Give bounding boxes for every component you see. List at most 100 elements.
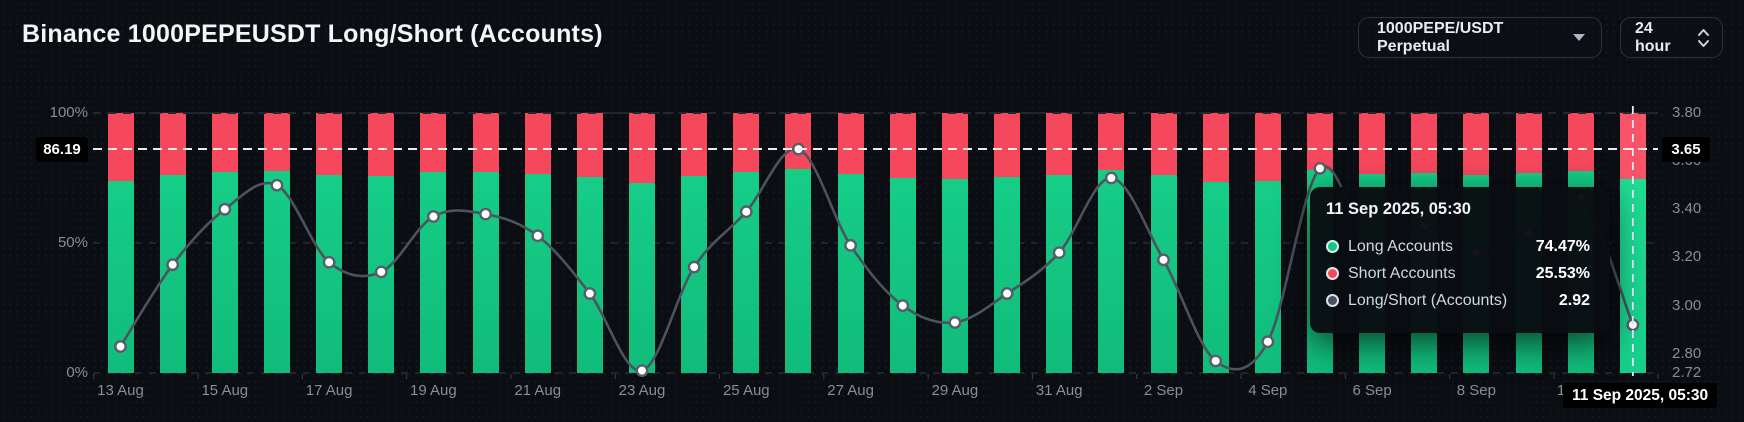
long-accounts-bar-segment[interactable]	[524, 173, 551, 373]
long-accounts-bar-segment[interactable]	[994, 177, 1021, 373]
short-accounts-bar-segment[interactable]	[159, 113, 186, 176]
chevron-down-icon	[1573, 34, 1585, 41]
tooltip-long-label: Long Accounts	[1348, 237, 1453, 255]
crosshair-date-label: 11 Sep 2025, 05:30	[1563, 383, 1718, 408]
long-accounts-bar-segment[interactable]	[837, 174, 864, 373]
short-accounts-bar-segment[interactable]	[1254, 113, 1281, 181]
short-accounts-bar-segment[interactable]	[733, 113, 760, 173]
short-accounts-bar-segment[interactable]	[941, 113, 968, 180]
short-accounts-bar-segment[interactable]	[1463, 113, 1490, 175]
y-axis-right-tick: 3.00	[1672, 296, 1702, 314]
long-accounts-bar-segment[interactable]	[941, 179, 968, 373]
long-accounts-bar-segment[interactable]	[159, 175, 186, 373]
ratio-line-marker	[1261, 335, 1275, 349]
short-accounts-bar-segment[interactable]	[785, 113, 812, 169]
long-accounts-bar-segment[interactable]	[629, 182, 655, 373]
short-accounts-bar-segment[interactable]	[420, 113, 447, 173]
x-axis-tick: 4 Sep	[1248, 382, 1288, 399]
short-accounts-bar-segment[interactable]	[1202, 113, 1229, 182]
ratio-line-marker	[948, 316, 962, 329]
symbol-select[interactable]: 1000PEPE/USDT Perpetual	[1358, 17, 1602, 58]
short-accounts-bar-segment[interactable]	[681, 113, 708, 176]
ratio-dot-icon	[1326, 294, 1339, 307]
short-accounts-bar-segment[interactable]	[1098, 113, 1125, 171]
short-accounts-bar-segment[interactable]	[107, 113, 134, 181]
tooltip-short-label: Short Accounts	[1348, 264, 1456, 282]
tooltip-row-short: Short Accounts 25.53%	[1326, 260, 1590, 287]
ratio-line-marker	[1209, 354, 1223, 368]
short-accounts-bar-segment[interactable]	[263, 113, 290, 171]
long-accounts-bar-segment[interactable]	[785, 168, 812, 373]
short-accounts-bar-segment[interactable]	[472, 113, 499, 173]
ratio-line-marker	[1052, 246, 1066, 260]
symbol-select-label: 1000PEPE/USDT Perpetual	[1377, 19, 1504, 55]
short-accounts-bar-segment[interactable]	[1515, 113, 1542, 174]
ratio-line-marker	[687, 260, 701, 274]
short-accounts-bar-segment[interactable]	[576, 113, 603, 178]
short-accounts-bar-segment[interactable]	[1359, 113, 1386, 175]
long-accounts-bar-segment[interactable]	[576, 177, 603, 373]
x-axis-tick: 6 Sep	[1352, 382, 1392, 399]
short-accounts-bar-segment[interactable]	[316, 113, 343, 176]
x-axis-tick: 2 Sep	[1143, 382, 1184, 399]
ratio-line-marker	[166, 258, 180, 272]
short-accounts-bar-segment[interactable]	[837, 113, 864, 175]
y-axis-left-tick: 50%	[57, 234, 88, 251]
long-accounts-bar-segment[interactable]	[263, 170, 290, 373]
x-axis-tick: 15 Aug	[201, 382, 249, 399]
ratio-line-marker	[1157, 253, 1170, 267]
long-accounts-bar-segment[interactable]	[1202, 181, 1229, 373]
y-axis-right-tick: 3.20	[1672, 248, 1702, 266]
ratio-line-marker	[896, 299, 910, 312]
short-accounts-bar-segment[interactable]	[368, 113, 395, 176]
x-axis-tick: 31 Aug	[1035, 382, 1083, 399]
ratio-line-marker	[114, 340, 127, 353]
short-accounts-bar-segment[interactable]	[211, 113, 238, 173]
short-accounts-bar-segment[interactable]	[889, 113, 916, 178]
ratio-line-marker	[218, 202, 232, 216]
tooltip-ratio-value: 2.92	[1558, 291, 1590, 309]
x-axis-tick: 23 Aug	[618, 382, 666, 399]
y-axis-left-tick: 0%	[66, 364, 88, 381]
y-axis-left-tick: 100%	[49, 104, 88, 121]
chart-controls: 1000PEPE/USDT Perpetual 24 hour	[1358, 17, 1723, 58]
short-accounts-bar-segment[interactable]	[629, 113, 655, 183]
y-axis-right-tick: 3.40	[1672, 200, 1702, 218]
x-axis-tick: 17 Aug	[305, 382, 353, 399]
long-accounts-bar-segment[interactable]	[316, 175, 343, 373]
tooltip-row-long: Long Accounts 74.47%	[1326, 233, 1590, 260]
short-accounts-bar-segment[interactable]	[1411, 113, 1438, 174]
short-accounts-bar-segment[interactable]	[994, 113, 1021, 178]
ratio-line-marker	[374, 265, 388, 279]
long-accounts-bar-segment[interactable]	[420, 172, 447, 373]
long-accounts-bar-segment[interactable]	[889, 178, 916, 373]
x-axis-tick: 25 Aug	[722, 382, 770, 399]
interval-select[interactable]: 24 hour	[1620, 17, 1723, 58]
short-accounts-bar-segment[interactable]	[524, 113, 551, 174]
ratio-line-marker	[844, 239, 857, 252]
tooltip-short-value: 25.53%	[1535, 264, 1590, 282]
ratio-line-marker	[635, 364, 649, 377]
long-accounts-bar-segment[interactable]	[1150, 175, 1177, 373]
tooltip-long-value: 74.47%	[1535, 237, 1590, 255]
tooltip-ratio-label: Long/Short (Accounts)	[1348, 291, 1508, 309]
x-axis-tick: 19 Aug	[410, 382, 457, 399]
ratio-line-marker	[479, 207, 492, 221]
short-accounts-bar-segment[interactable]	[1150, 113, 1177, 176]
x-axis-tick: 13 Aug	[97, 382, 144, 399]
crosshair-left-value-label: 86.19	[36, 137, 88, 162]
short-accounts-bar-segment[interactable]	[1306, 113, 1333, 170]
ratio-line-marker	[583, 287, 597, 300]
short-accounts-bar-segment[interactable]	[1046, 113, 1073, 175]
short-accounts-dot-icon	[1326, 267, 1339, 280]
long-accounts-bar-segment[interactable]	[1046, 174, 1073, 373]
ratio-line-marker	[270, 178, 284, 192]
long-accounts-bar-segment[interactable]	[1098, 170, 1125, 373]
short-accounts-bar-segment[interactable]	[1567, 113, 1594, 172]
long-accounts-bar-segment[interactable]	[472, 172, 499, 373]
long-accounts-bar-segment[interactable]	[681, 175, 708, 373]
y-axis-right-tick: 3.80	[1672, 104, 1702, 121]
long-accounts-dot-icon	[1326, 240, 1339, 253]
